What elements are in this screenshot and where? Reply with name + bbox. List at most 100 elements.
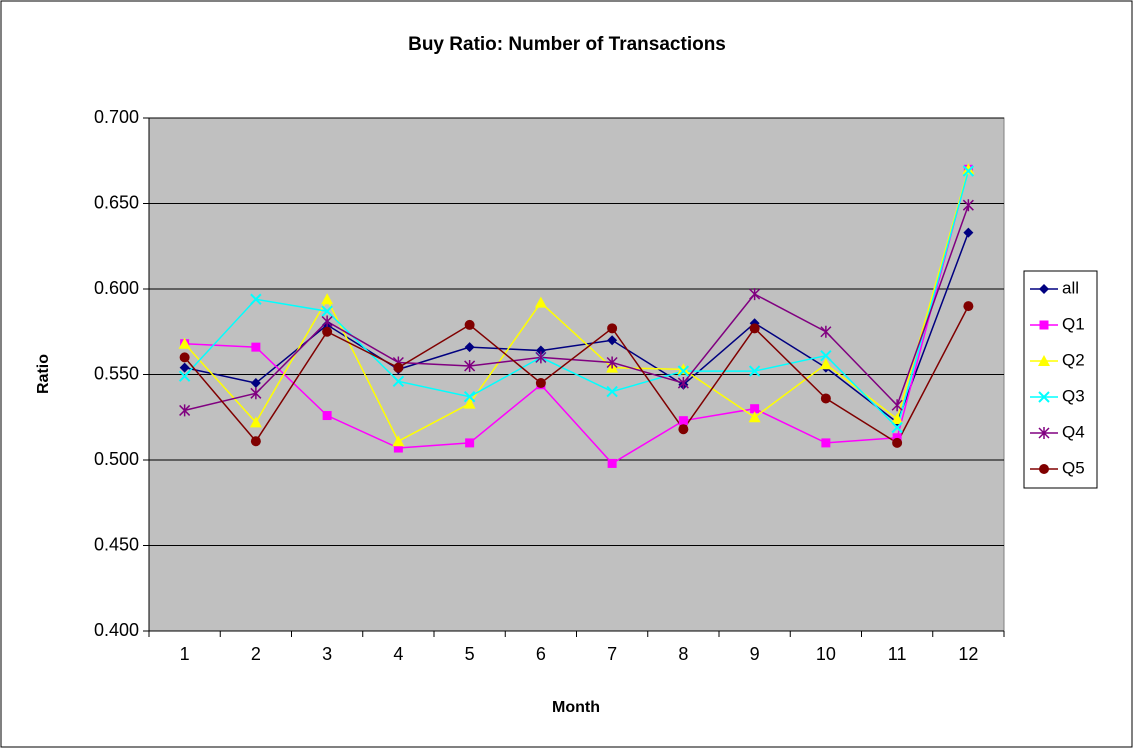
data-point [607, 458, 617, 468]
y-tick-label: 0.650 [94, 192, 139, 212]
x-tick-label: 1 [180, 644, 190, 664]
data-point [321, 293, 334, 305]
legend-box [1023, 270, 1098, 489]
data-point [463, 397, 476, 409]
data-point [677, 377, 689, 390]
data-point [464, 359, 476, 372]
data-point [535, 378, 546, 389]
data-point [891, 412, 904, 424]
data-point [179, 404, 191, 417]
data-point [820, 325, 832, 338]
x-tick-label: 11 [888, 644, 907, 664]
legend-marker [1039, 320, 1049, 330]
series-line [184, 204, 970, 412]
data-point [465, 438, 475, 448]
data-point [819, 358, 832, 370]
data-point [678, 424, 689, 435]
data-point [748, 411, 761, 423]
data-point [820, 349, 832, 362]
data-point [392, 375, 405, 388]
data-point [963, 301, 974, 312]
x-axis-label: Month [552, 699, 600, 716]
data-point [393, 443, 403, 453]
y-tick-label: 0.700 [94, 107, 139, 127]
data-point [250, 387, 262, 400]
data-point [534, 296, 547, 308]
data-point [963, 227, 974, 238]
legend-marker [1038, 355, 1050, 366]
data-point [750, 404, 760, 414]
data-point [892, 433, 902, 443]
legend-label: Q4 [1062, 422, 1085, 441]
data-point [250, 378, 261, 389]
legend-marker [1039, 284, 1049, 294]
data-point [535, 351, 547, 364]
data-point [678, 416, 688, 426]
legend-label: all [1062, 278, 1079, 297]
data-point [607, 323, 618, 334]
data-point [463, 391, 476, 403]
x-tick-label: 9 [750, 644, 760, 664]
data-point [179, 352, 190, 363]
series-line [184, 170, 970, 429]
data-point [749, 288, 761, 301]
x-tick-label: 5 [465, 644, 475, 664]
data-point [891, 399, 903, 412]
data-point [607, 335, 618, 346]
data-point [464, 319, 475, 330]
data-point [321, 315, 333, 328]
data-point [322, 411, 332, 421]
data-point [321, 305, 333, 317]
x-tick-label: 6 [536, 644, 546, 664]
data-point [535, 345, 546, 356]
x-tick-label: 8 [678, 644, 688, 664]
data-point [891, 421, 903, 434]
data-point [606, 385, 618, 398]
data-point [249, 416, 262, 428]
y-tick-label: 0.450 [94, 534, 139, 554]
legend-label: Q3 [1062, 386, 1085, 405]
y-tick-label: 0.550 [94, 363, 139, 383]
data-point [962, 199, 974, 212]
data-point [322, 326, 333, 337]
data-point [178, 337, 191, 349]
data-point [962, 163, 975, 175]
x-tick-label: 4 [393, 644, 403, 664]
legend-label: Q5 [1062, 458, 1085, 477]
data-point [250, 436, 261, 447]
legend-label: Q1 [1062, 314, 1085, 333]
series-line [184, 169, 970, 465]
data-point [677, 365, 690, 377]
legend-marker [1038, 391, 1050, 403]
series-line [184, 232, 970, 424]
data-point [748, 365, 761, 377]
y-tick-label: 0.500 [94, 449, 139, 469]
chart-title: Buy Ratio: Number of Transactions [408, 34, 726, 55]
x-tick-label: 12 [958, 644, 978, 664]
x-tick-label: 7 [607, 644, 617, 664]
data-point [606, 356, 618, 369]
data-point [749, 323, 760, 334]
data-point [677, 363, 690, 375]
data-point [821, 438, 831, 448]
data-point [251, 342, 261, 352]
series-line [184, 169, 970, 443]
y-tick-label: 0.600 [94, 278, 139, 298]
series-line [184, 305, 970, 444]
legend-marker [1039, 464, 1049, 474]
x-tick-label: 10 [816, 644, 836, 664]
data-point [178, 370, 191, 382]
data-point [820, 393, 831, 404]
data-point [393, 362, 404, 373]
data-point [392, 435, 405, 447]
x-tick-label: 3 [322, 644, 332, 664]
data-point [179, 362, 190, 373]
legend-label: Q2 [1062, 350, 1085, 369]
data-point [962, 165, 975, 177]
data-point [250, 293, 262, 305]
y-axis-label: Ratio [35, 354, 52, 394]
data-point [464, 342, 475, 353]
data-point [892, 437, 903, 448]
x-tick-label: 2 [251, 644, 261, 664]
